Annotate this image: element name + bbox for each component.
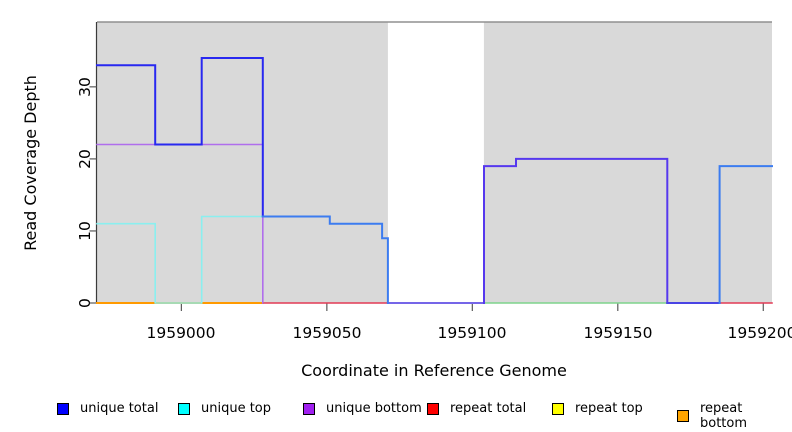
total-top-overlap-line-mid xyxy=(261,215,389,304)
coverage-lines xyxy=(96,57,773,304)
y-tick-label-30: 30 xyxy=(76,77,94,97)
y-tick-label-0: 0 xyxy=(76,298,94,308)
x-tick-label-1959150: 1959150 xyxy=(583,324,652,342)
axis-ticks xyxy=(89,86,764,311)
x-tick-label-1959050: 1959050 xyxy=(292,324,361,342)
total-top-overlap-line-right xyxy=(718,165,773,304)
total-bottom-overlap-line xyxy=(483,157,669,304)
x-tick-label-1959200: 1959200 xyxy=(727,324,792,342)
x-tick-label-1959000: 1959000 xyxy=(146,324,215,342)
unique-total-line-left xyxy=(96,57,264,218)
x-tick-label-1959100: 1959100 xyxy=(437,324,506,342)
y-axis-title: Read Coverage Depth xyxy=(21,75,40,251)
masked-region xyxy=(387,22,484,303)
y-tick-label-20: 20 xyxy=(76,149,94,169)
x-axis-title: Coordinate in Reference Genome xyxy=(301,361,567,380)
y-tick-label-10: 10 xyxy=(76,221,94,241)
unique-top-line xyxy=(96,215,264,304)
